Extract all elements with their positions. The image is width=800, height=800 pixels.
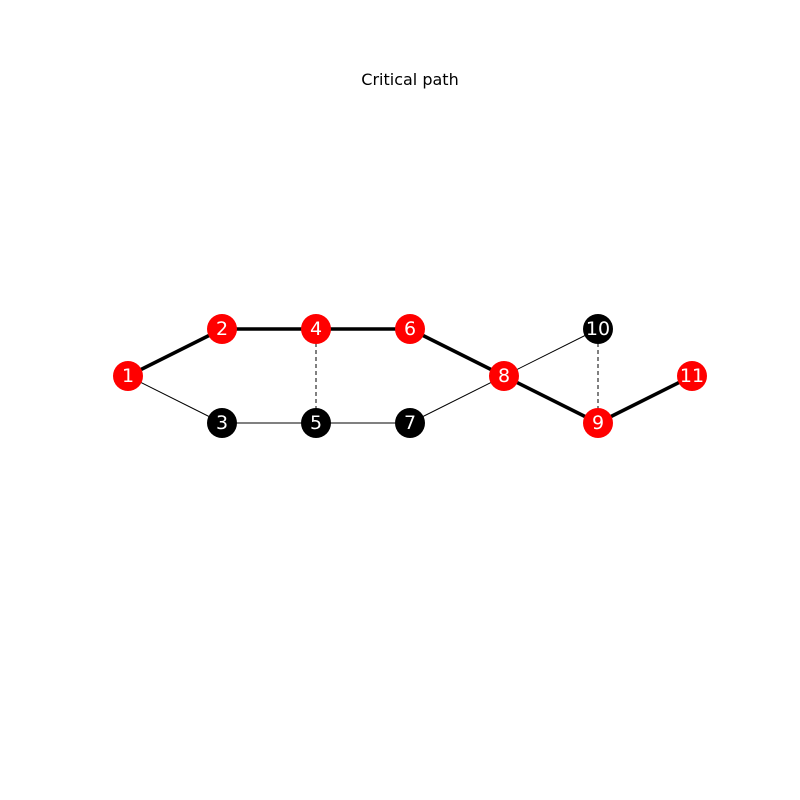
node-circle — [301, 314, 331, 344]
node-label: 6 — [404, 318, 416, 340]
node-6: 6 — [395, 314, 425, 344]
node-8: 8 — [489, 361, 519, 391]
node-circle — [301, 408, 331, 438]
node-3: 3 — [207, 408, 237, 438]
node-circle — [395, 408, 425, 438]
node-2: 2 — [207, 314, 237, 344]
node-label: 10 — [586, 318, 610, 340]
node-9: 9 — [583, 408, 613, 438]
node-label: 7 — [404, 412, 416, 434]
node-circle — [395, 314, 425, 344]
node-11: 11 — [677, 361, 707, 391]
node-10: 10 — [583, 314, 613, 344]
node-label: 11 — [680, 365, 704, 387]
node-1: 1 — [113, 361, 143, 391]
node-label: 5 — [310, 412, 322, 434]
node-circle — [677, 361, 707, 391]
edge-6-8 — [409, 327, 505, 378]
node-7: 7 — [395, 408, 425, 438]
node-label: 9 — [592, 412, 604, 434]
node-5: 5 — [301, 408, 331, 438]
node-circle — [207, 408, 237, 438]
node-layer: 1 2 3 4 5 6 7 8 9 10 11 — [113, 314, 707, 438]
edge-9-11 — [597, 374, 693, 425]
node-circle — [113, 361, 143, 391]
edge-8-10 — [503, 328, 599, 377]
node-label: 4 — [310, 318, 322, 340]
diagram-title: Critical path — [361, 70, 459, 89]
edge-1-3 — [127, 375, 223, 424]
node-circle — [207, 314, 237, 344]
edge-1-2 — [127, 327, 223, 378]
node-label: 2 — [216, 318, 228, 340]
node-label: 3 — [216, 412, 228, 434]
edge-layer — [127, 327, 693, 425]
node-circle — [583, 408, 613, 438]
node-label: 1 — [122, 365, 134, 387]
node-circle — [583, 314, 613, 344]
node-circle — [489, 361, 519, 391]
node-label: 8 — [498, 365, 510, 387]
edge-8-9 — [503, 374, 599, 425]
edge-7-8 — [409, 375, 505, 424]
node-4: 4 — [301, 314, 331, 344]
